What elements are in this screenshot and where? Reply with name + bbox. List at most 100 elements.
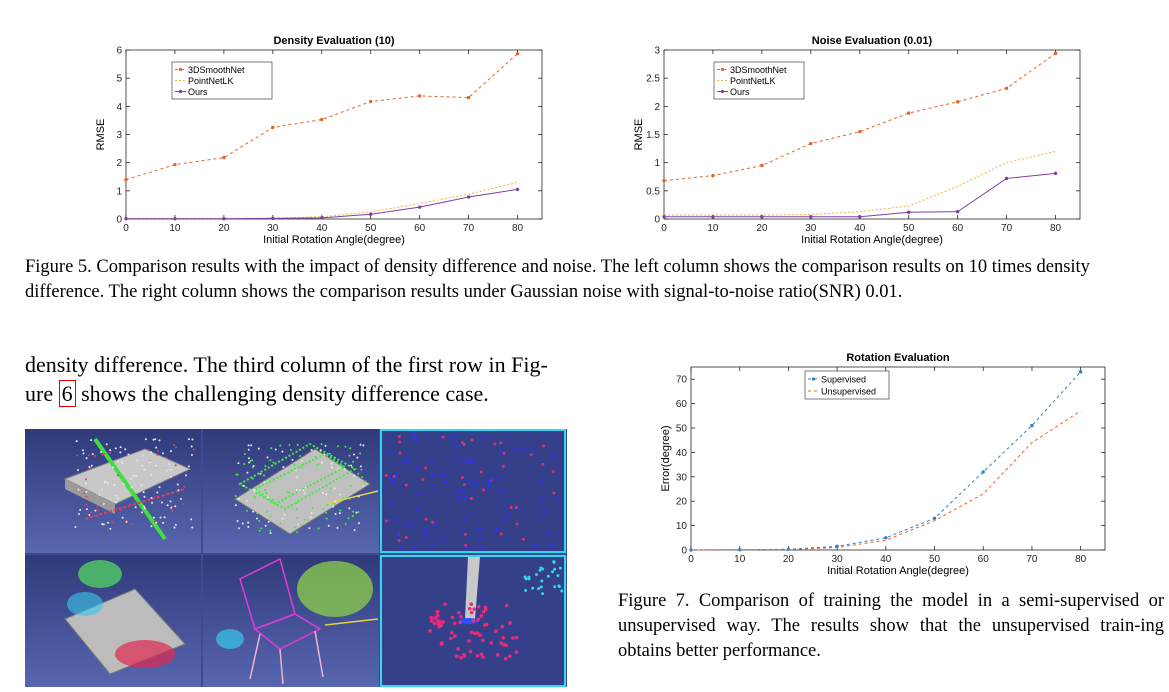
point-dot <box>462 483 466 487</box>
point-dot <box>120 509 123 512</box>
point-dot <box>475 631 480 635</box>
point-dot <box>308 527 311 530</box>
point-dot <box>456 647 460 651</box>
point-dot <box>74 526 77 529</box>
point-dot <box>397 434 401 438</box>
y-tick-label: 2 <box>654 102 660 113</box>
point-dot <box>152 516 155 519</box>
point-dot <box>321 491 324 494</box>
legend-label: Unsupervised <box>821 387 876 397</box>
point-dot <box>97 508 100 511</box>
point-dot <box>336 445 339 448</box>
point-dot <box>539 480 543 484</box>
data-point <box>1004 86 1009 91</box>
point-dot <box>479 652 484 657</box>
point-dot <box>253 495 256 498</box>
point-dot <box>454 445 458 449</box>
y-tick-label: 1.5 <box>646 130 660 141</box>
point-dot <box>440 641 444 645</box>
x-tick-label: 40 <box>854 223 866 234</box>
point-dot <box>546 531 550 535</box>
point-dot <box>191 526 194 529</box>
x-tick-label: 10 <box>169 223 181 234</box>
data-point <box>711 215 715 219</box>
data-point <box>173 162 177 167</box>
data-point <box>222 155 226 160</box>
point-dot <box>270 447 273 450</box>
point-dot <box>303 518 306 521</box>
point-dot <box>481 610 486 614</box>
point-dot <box>150 525 153 528</box>
legend-box <box>804 370 890 400</box>
data-point <box>1004 176 1009 181</box>
point-dot <box>455 654 459 658</box>
y-tick-label: 0 <box>654 215 660 226</box>
x-tick-label: 30 <box>805 223 817 234</box>
point-dot <box>394 473 398 477</box>
point-dot <box>322 508 325 511</box>
point-dot <box>410 521 414 525</box>
point-dot <box>546 574 550 578</box>
point-dot <box>457 610 461 615</box>
point-dot <box>117 460 120 463</box>
y-tick-label: 3 <box>116 130 122 141</box>
point-dot <box>85 495 88 498</box>
point-dot <box>425 534 429 538</box>
legend-marker <box>178 67 183 72</box>
figure-ref-link[interactable]: 6 <box>58 380 76 407</box>
point-dot <box>342 497 345 500</box>
point-dot <box>460 489 464 493</box>
point-dot <box>190 518 193 521</box>
point-dot <box>350 464 353 467</box>
point-dot <box>326 503 329 506</box>
point-dot <box>460 528 464 532</box>
point-dot <box>337 467 340 470</box>
x-tick-label: 30 <box>832 554 844 565</box>
x-tick-label: 70 <box>1026 554 1038 565</box>
point-dot <box>391 479 395 483</box>
data-point <box>124 217 128 221</box>
point-dot <box>85 491 88 494</box>
point-dot <box>478 528 482 532</box>
point-dot <box>469 602 474 607</box>
point-dot <box>124 448 127 451</box>
point-dot <box>399 546 403 550</box>
point-dot <box>362 444 365 447</box>
point-dot <box>243 452 246 455</box>
point-dot <box>499 441 503 445</box>
x-tick-label: 50 <box>365 223 377 234</box>
point-dot <box>109 449 112 452</box>
point-dot <box>338 512 341 515</box>
point-dot <box>88 465 91 468</box>
point-dot <box>143 507 146 510</box>
x-tick-label: 80 <box>1075 554 1087 565</box>
chart-title: Density Evaluation (10) <box>273 35 394 47</box>
data-point <box>907 111 911 115</box>
point-dot <box>349 484 352 487</box>
point-dot <box>329 487 332 490</box>
data-point <box>173 217 177 221</box>
point-dot <box>524 588 528 592</box>
x-axis-label: Initial Rotation Angle(degree) <box>263 234 405 246</box>
point-dot <box>83 492 86 495</box>
point-dot <box>234 504 237 507</box>
plot-area <box>690 366 1106 551</box>
point-dot <box>250 444 253 447</box>
point-dot <box>501 635 506 640</box>
point-dot <box>328 452 331 455</box>
point-dot <box>428 628 432 633</box>
point-dot <box>503 506 507 510</box>
point-dot <box>499 532 503 536</box>
point-dot <box>413 436 417 440</box>
point-dot <box>339 509 342 512</box>
point-dot <box>174 464 177 467</box>
point-dot <box>315 464 318 467</box>
data-point <box>809 215 813 219</box>
rotation-evaluation-chart: Rotation Evaluation 0 10 20 30 40 50 60 70 80 0 10 2… <box>660 352 1106 577</box>
y-tick-label: 2.5 <box>646 74 660 85</box>
point-dot <box>543 510 547 514</box>
point-dot <box>355 511 358 514</box>
point-dot <box>531 449 535 453</box>
point-dot <box>158 439 161 442</box>
point-dot <box>130 522 133 525</box>
